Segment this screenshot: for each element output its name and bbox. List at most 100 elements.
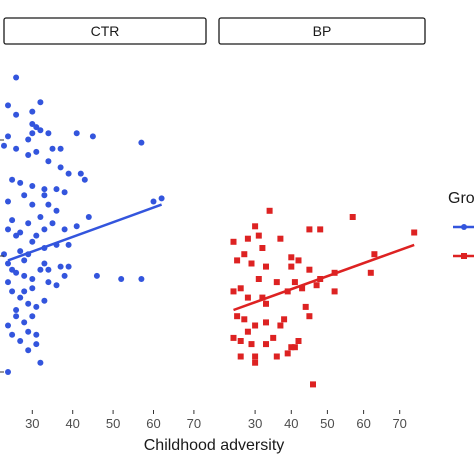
strip-ctr [3,17,207,45]
data-point-ctr [9,331,16,338]
data-point-bp [244,328,251,335]
data-point-bp [291,279,298,286]
data-point-bp [263,263,269,270]
data-point-bp [310,381,316,388]
data-point-ctr [81,176,88,183]
data-point-bp [288,344,295,351]
data-point-bp [266,207,273,214]
x-tick-label: 70 [392,416,406,431]
data-point-ctr [45,158,52,165]
data-point-ctr [37,359,44,366]
panel-ctr: CTR 30 40 50 60 70 [1,17,207,431]
data-point-ctr [13,307,20,313]
data-point-ctr [41,297,48,304]
data-point-ctr [17,338,24,344]
data-point-ctr [53,282,60,289]
strip-label-ctr: CTR [91,23,120,39]
data-point-ctr [13,269,20,276]
data-point-ctr [25,300,32,307]
data-point-ctr [25,347,32,354]
data-point-ctr [73,223,80,230]
data-point-bp [248,260,255,267]
data-point-bp [252,322,259,329]
data-point-ctr [17,294,24,301]
data-point-ctr [45,279,52,286]
data-point-ctr [5,279,11,286]
data-point-ctr [9,288,16,295]
data-point-bp [306,266,313,273]
data-point-ctr [17,179,24,186]
data-point-ctr [37,214,44,220]
data-point-ctr [49,220,56,227]
data-point-ctr [37,127,44,134]
data-point-bp [273,279,280,286]
data-point-bp [252,359,259,366]
data-point-ctr [25,328,32,335]
data-point-bp [241,251,248,258]
data-point-ctr [13,111,20,118]
data-point-ctr [25,136,32,143]
strip-bp [218,17,426,45]
data-point-bp [259,294,266,301]
data-point-bp [299,285,306,292]
data-point-ctr [33,232,40,239]
legend-marker-ctr [461,224,467,230]
data-point-bp [237,353,244,360]
data-point-ctr [25,220,32,227]
data-point-bp [241,316,248,323]
data-point-bp [234,257,241,264]
legend-marker-bp [461,253,467,259]
data-point-ctr [29,108,36,115]
data-point-bp [270,334,277,341]
panel-bp: BP 30 40 50 60 70 [218,17,426,431]
data-point-ctr [45,201,52,208]
data-point-ctr [29,201,36,208]
data-point-bp [230,334,237,341]
data-point-bp [295,338,302,344]
data-point-ctr [5,133,11,140]
data-point-bp [244,235,251,242]
data-point-ctr [158,195,165,202]
data-point-ctr [138,139,145,146]
data-point-ctr [57,263,64,270]
data-point-ctr [61,189,68,196]
data-point-ctr [93,272,100,279]
data-point-bp [295,257,302,264]
data-point-ctr [73,130,80,137]
x-tick-label: 60 [146,416,160,431]
data-point-ctr [33,341,40,348]
data-point-ctr [13,74,20,81]
data-point-ctr [45,266,52,273]
x-tick-label: 30 [25,416,39,431]
regression-line-ctr [7,203,163,262]
data-point-ctr [53,186,60,193]
data-point-ctr [41,192,48,199]
data-point-ctr [33,303,40,310]
data-point-bp [288,263,295,270]
data-point-ctr [29,183,36,189]
data-point-ctr [49,145,56,152]
data-point-ctr [57,145,64,152]
data-point-ctr [29,313,36,320]
data-point-ctr [5,260,11,267]
data-point-ctr [5,369,11,375]
x-axis-label: Childhood adversity [144,437,285,454]
points-bp [230,207,418,388]
x-tick-label: 50 [106,416,120,431]
data-point-bp [367,269,374,276]
data-point-ctr [65,170,72,177]
data-point-ctr [37,266,44,273]
data-point-ctr [25,152,32,158]
data-point-ctr [61,272,68,279]
x-tick-label: 70 [187,416,201,431]
data-point-bp [288,254,295,261]
data-point-ctr [85,214,92,220]
data-point-bp [277,322,284,329]
data-point-bp [411,229,418,236]
data-point-ctr [5,226,11,233]
x-tick-label: 40 [65,416,79,431]
data-point-bp [263,300,269,307]
data-point-ctr [9,176,16,183]
data-point-ctr [21,272,28,279]
data-point-bp [273,353,280,360]
